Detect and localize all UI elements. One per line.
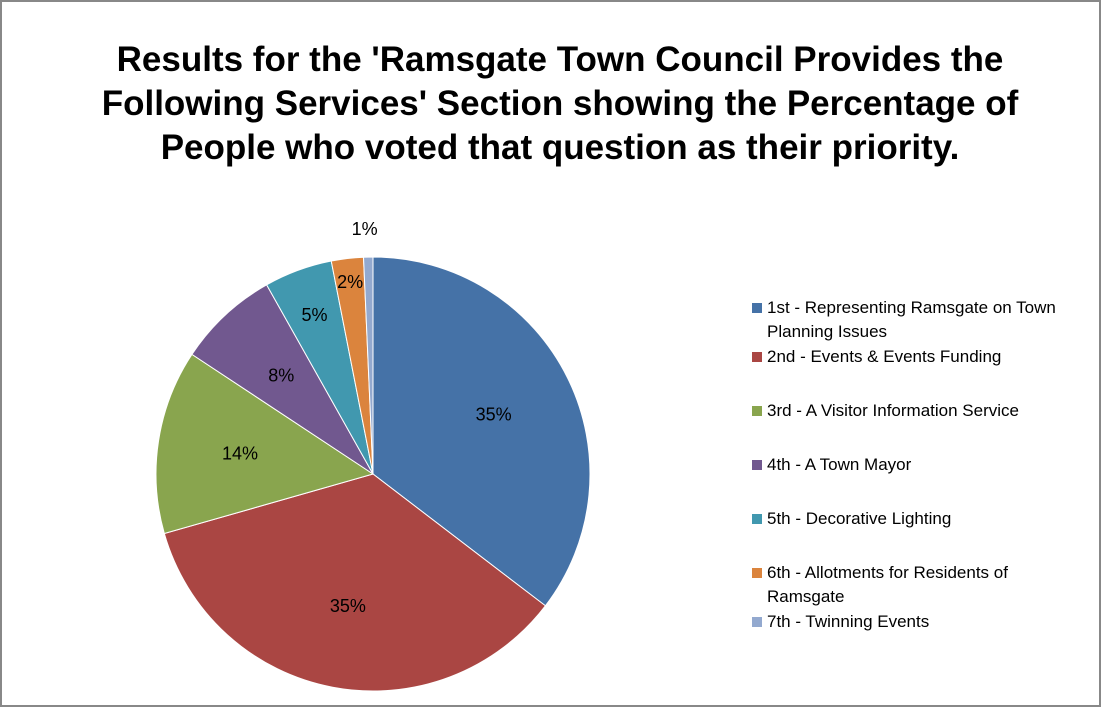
legend-swatch	[752, 568, 762, 578]
legend-label: 5th - Decorative Lighting	[767, 509, 952, 528]
legend-item-5: 5th - Decorative Lighting	[752, 507, 1087, 531]
slice-data-label-2: 35%	[330, 596, 366, 616]
slice-data-label-6: 2%	[337, 272, 363, 292]
pie-slice-3	[155, 353, 375, 535]
pie-slice-7	[362, 256, 374, 475]
slice-data-label-1: 35%	[476, 404, 512, 424]
legend-item-6: 6th - Allotments for Residents of Ramsga…	[752, 561, 1087, 609]
legend-swatch	[752, 352, 762, 362]
pie-slice-2	[163, 473, 547, 692]
legend-item-7: 7th - Twinning Events	[752, 610, 1087, 634]
legend-label: 7th - Twinning Events	[767, 612, 930, 631]
legend-label: 6th - Allotments for Residents of Ramsga…	[767, 563, 1008, 606]
legend-swatch	[752, 406, 762, 416]
legend-swatch	[752, 617, 762, 627]
legend-item-1: 1st - Representing Ramsgate on Town Plan…	[752, 296, 1087, 344]
legend-swatch	[752, 514, 762, 524]
legend-item-4: 4th - A Town Mayor	[752, 453, 1087, 477]
legend-label: 1st - Representing Ramsgate on Town Plan…	[767, 298, 1056, 341]
pie-slice-4	[191, 284, 374, 475]
legend-swatch	[752, 460, 762, 470]
slice-data-label-4: 8%	[268, 366, 294, 386]
legend-label: 4th - A Town Mayor	[767, 455, 912, 474]
slice-data-label-5: 5%	[301, 305, 327, 325]
chart-title: Results for the 'Ramsgate Town Council P…	[101, 40, 1019, 167]
slice-data-label-3: 14%	[222, 444, 258, 464]
legend-item-3: 3rd - A Visitor Information Service	[752, 399, 1087, 423]
legend-swatch	[752, 303, 762, 313]
slice-data-label-7: 1%	[352, 219, 378, 239]
legend-label: 2nd - Events & Events Funding	[767, 347, 1002, 366]
legend-label: 3rd - A Visitor Information Service	[767, 401, 1019, 420]
legend-item-2: 2nd - Events & Events Funding	[752, 345, 1087, 369]
pie-slice-1	[372, 256, 591, 607]
